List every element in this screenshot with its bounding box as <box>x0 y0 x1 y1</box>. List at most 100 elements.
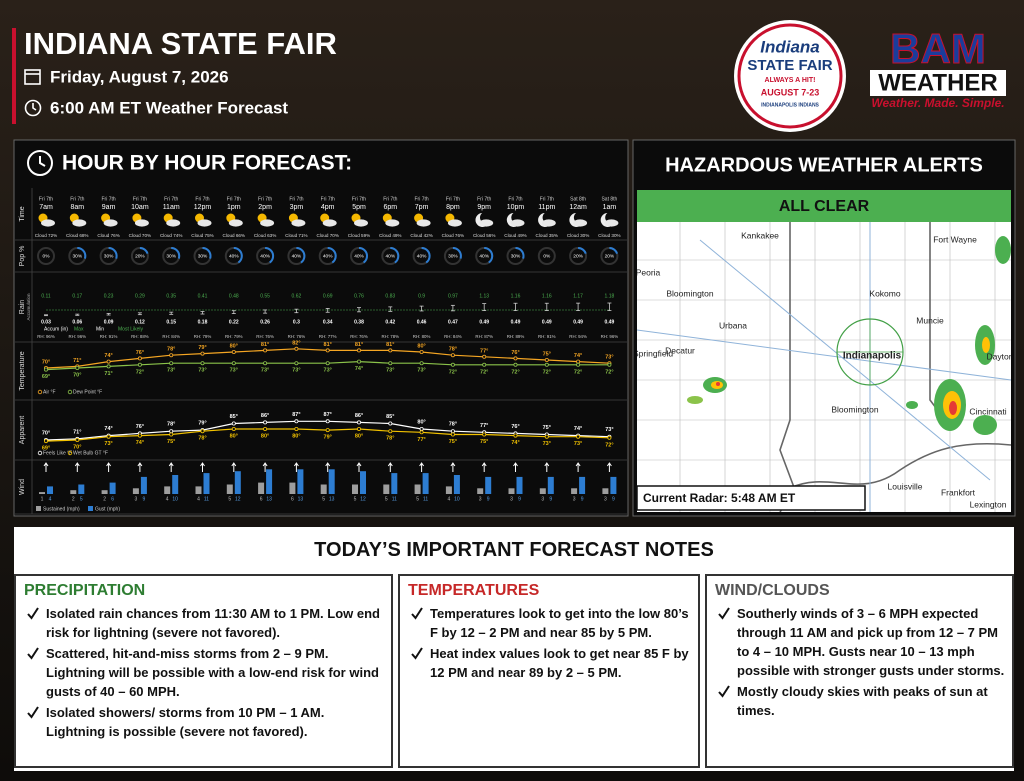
hour-label: 8pm <box>446 204 460 211</box>
rh-label: RH: 96% <box>69 334 87 339</box>
pop-ring <box>193 247 212 265</box>
pop-ring <box>99 247 118 265</box>
apparent-point <box>325 428 330 433</box>
temperature-point <box>137 356 142 361</box>
cloud-icon <box>510 219 525 227</box>
fair-logo: Indiana STATE FAIR ALWAYS A HIT! AUGUST … <box>734 20 846 132</box>
wind-bar <box>516 476 523 494</box>
wind-label: 13 <box>298 496 304 502</box>
notes-text: Isolated rain chances from 11:30 AM to 1… <box>46 606 380 640</box>
check-icon <box>411 647 423 660</box>
wind-bar <box>234 471 241 494</box>
apparent-label: 73° <box>104 441 112 447</box>
radar-time: Current Radar: 5:48 AM ET <box>643 491 796 505</box>
rain-min-label: 0.34 <box>323 319 333 325</box>
notes-item: Temperatures look to get into the low 80… <box>408 604 692 642</box>
notes-text: Temperatures look to get into the low 80… <box>430 606 689 640</box>
hour-label: 9pm <box>477 204 491 211</box>
row-label: Rain <box>19 300 26 315</box>
apparent-label: 86° <box>355 413 363 419</box>
apparent-label: 85° <box>386 414 394 420</box>
city-label: Louisville <box>888 481 923 491</box>
temperature-point <box>231 361 236 366</box>
temperature-label: 82° <box>292 340 300 346</box>
cloud-cover: Cloud 30% <box>567 233 589 238</box>
rh-label: RH: 96% <box>37 334 55 339</box>
pop-label: 20% <box>605 253 615 259</box>
rain-max-label: 0.9 <box>418 293 425 299</box>
apparent-point <box>576 434 581 439</box>
pop-label: 40% <box>323 253 333 259</box>
temperature-point <box>137 362 142 367</box>
apparent-point <box>294 419 299 424</box>
wind-arrow <box>231 462 237 472</box>
rain-max-label: 1.17 <box>573 293 583 299</box>
cloud-cover: Cloud 72% <box>35 233 57 238</box>
rh-label: RH: 87% <box>475 334 493 339</box>
day-label: Fri 7th <box>477 196 491 202</box>
pop-ring <box>287 247 306 265</box>
notes-item: Southerly winds of 3 – 6 MPH expected th… <box>715 604 1006 680</box>
cloud-icon <box>291 219 306 227</box>
temperature-point <box>325 348 330 353</box>
rain-max-label: 0.69 <box>323 293 333 299</box>
indianapolis-marker <box>836 318 904 386</box>
bam-logo-main: BAM <box>890 25 986 72</box>
temperature-label: 70° <box>42 359 50 365</box>
hour-label: 12pm <box>194 204 212 211</box>
legend-label: Wet Bulb GT °F <box>73 450 108 456</box>
wind-label: 3 <box>604 496 607 502</box>
wind-label: 5 <box>228 496 231 502</box>
rain-min-label: 0.15 <box>166 319 176 325</box>
notes-list: Southerly winds of 3 – 6 MPH expected th… <box>715 604 1006 720</box>
day-label: Fri 7th <box>446 196 460 202</box>
temperature-label: 73° <box>198 368 206 374</box>
cloud-cover: Cloud 49% <box>504 233 526 238</box>
wind-label: 11 <box>204 496 209 502</box>
rain-min-label: 0.09 <box>104 319 114 325</box>
city-label: Bloomington <box>831 404 879 414</box>
apparent-point <box>263 420 268 425</box>
hour-label: 2pm <box>258 204 272 211</box>
hour-label: 11am <box>163 204 180 211</box>
pop-ring <box>412 247 431 265</box>
pop-label: 30% <box>511 253 521 259</box>
wind-bar <box>485 476 492 494</box>
cloud-cover: Cloud 35% <box>536 233 558 238</box>
rh-label: RH: 96% <box>601 334 619 339</box>
legend-label: Gust (mph) <box>95 506 120 512</box>
apparent-point <box>419 430 424 435</box>
wind-arrow <box>74 462 80 472</box>
temperature-label: 81° <box>355 342 363 348</box>
temperature-point <box>325 361 330 366</box>
apparent-label: 87° <box>292 412 300 418</box>
day-label: Fri 7th <box>383 196 397 202</box>
apparent-point <box>450 429 455 434</box>
hour-label: 7am <box>39 204 53 211</box>
apparent-label: 80° <box>292 433 300 439</box>
rain-min-label: 0.42 <box>385 319 395 325</box>
wind-label: 3 <box>510 496 513 502</box>
apparent-point <box>544 434 549 439</box>
temperature-point <box>75 365 80 370</box>
temperature-point <box>44 367 49 372</box>
day-label: Fri 7th <box>102 196 116 202</box>
hourly-title: HOUR BY HOUR FORECAST: <box>62 152 352 175</box>
wind-bar <box>579 476 586 494</box>
wind-arrow <box>325 462 331 472</box>
notes-heading: WIND/CLOUDS <box>715 582 830 599</box>
apparent-label: 75° <box>480 439 488 445</box>
rh-label: RH: 76% <box>350 334 368 339</box>
wind-label: 2 <box>103 496 106 502</box>
temperature-label: 74° <box>355 366 363 372</box>
hour-label: 3pm <box>290 204 304 211</box>
wind-arrow <box>419 462 425 472</box>
bam-logo-sub: WEATHER <box>878 69 998 96</box>
apparent-label: 71° <box>73 429 81 435</box>
rh-label: RH: 84% <box>162 334 180 339</box>
temperature-point <box>513 362 518 367</box>
temperature-point <box>263 361 268 366</box>
rain-min-label: 0.49 <box>542 319 552 325</box>
notes-text: Southerly winds of 3 – 6 MPH expected th… <box>737 606 1005 678</box>
pop-ring <box>381 247 400 265</box>
